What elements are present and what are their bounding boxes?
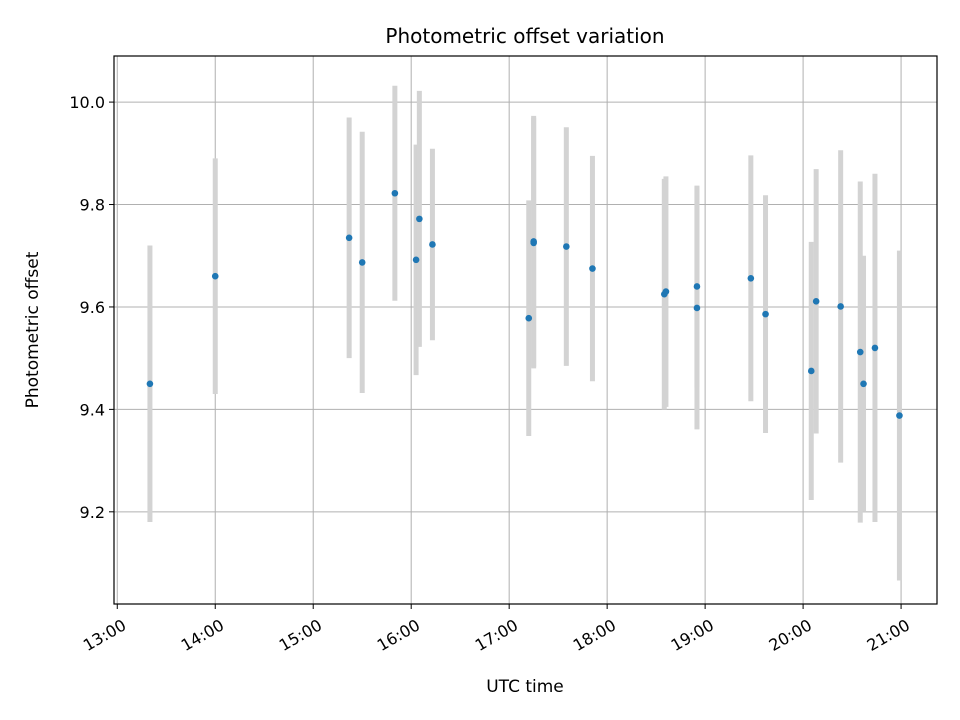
y-tick-label: 9.2 — [80, 503, 105, 522]
data-point — [837, 303, 844, 310]
data-point — [812, 298, 820, 305]
data-point — [358, 259, 366, 266]
data-point — [871, 344, 879, 352]
chart-title: Photometric offset variation — [385, 24, 664, 48]
data-point — [412, 256, 420, 264]
y-axis: 9.2 9.4 9.6 9.8 10.0 — [69, 93, 114, 522]
data-point — [345, 234, 353, 242]
data-points — [146, 189, 903, 419]
data-point — [662, 288, 670, 295]
data-point — [429, 241, 436, 248]
data-point — [530, 238, 537, 245]
data-point — [416, 215, 423, 223]
data-point — [693, 304, 701, 312]
data-point — [211, 272, 219, 280]
plot-area — [114, 56, 937, 604]
data-point — [563, 243, 570, 250]
y-tick-label: 10.0 — [69, 93, 105, 112]
data-point — [525, 314, 533, 322]
data-point — [762, 310, 769, 318]
y-tick-label: 9.6 — [80, 298, 105, 317]
data-point — [693, 283, 701, 290]
data-point — [589, 265, 596, 272]
data-point — [856, 348, 864, 356]
data-point — [391, 189, 399, 197]
plot-frame — [113, 55, 938, 605]
y-tick-label: 9.4 — [80, 400, 105, 419]
y-axis-label: Photometric offset — [23, 251, 43, 408]
data-point — [146, 380, 154, 388]
data-point — [747, 274, 755, 282]
y-tick-label: 9.8 — [80, 196, 105, 215]
data-point — [896, 412, 903, 419]
data-point — [860, 380, 867, 388]
grid — [114, 56, 937, 604]
data-point — [807, 367, 815, 375]
x-axis-label: UTC time — [486, 677, 564, 697]
